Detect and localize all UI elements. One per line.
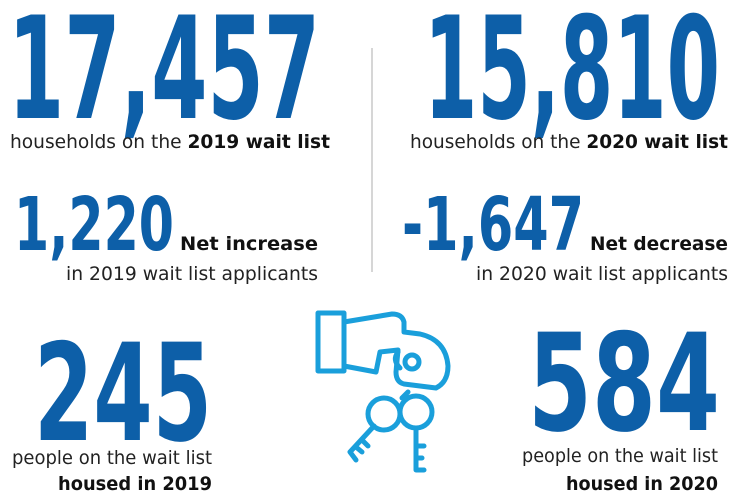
- caption-emphasis: 2020 wait list: [586, 131, 728, 153]
- housed-2020-emphasis: housed in 2020: [566, 473, 718, 495]
- caption-text: households on the: [10, 131, 182, 153]
- housed-2019-emphasis: housed in 2019: [58, 473, 212, 495]
- change-2019-caption: in 2019 wait list applicants: [66, 263, 318, 285]
- caption-text: households on the: [410, 131, 581, 153]
- wait-list-2019-caption: households on the 2019 wait list: [10, 131, 330, 153]
- change-2020-number: -1,647: [402, 182, 584, 268]
- wait-list-2020-number: 15,810: [424, 0, 720, 152]
- housed-2019-number: 245: [34, 315, 212, 472]
- change-2020-label: Net decrease: [590, 233, 728, 255]
- key-icon: [315, 310, 451, 473]
- housed-2019-caption: people on the wait list: [12, 447, 212, 469]
- housed-2020-number: 584: [528, 305, 720, 462]
- caption-emphasis: 2019 wait list: [187, 131, 330, 153]
- wait-list-2019-number: 17,457: [8, 0, 320, 152]
- change-2019-number: 1,220: [14, 182, 174, 268]
- wait-list-2020-caption: households on the2020 wait list: [410, 131, 728, 153]
- change-2020-caption: in 2020 wait list applicants: [476, 263, 728, 285]
- housed-2020-caption: people on the wait list: [522, 445, 718, 467]
- change-2019-label: Net increase: [180, 233, 318, 255]
